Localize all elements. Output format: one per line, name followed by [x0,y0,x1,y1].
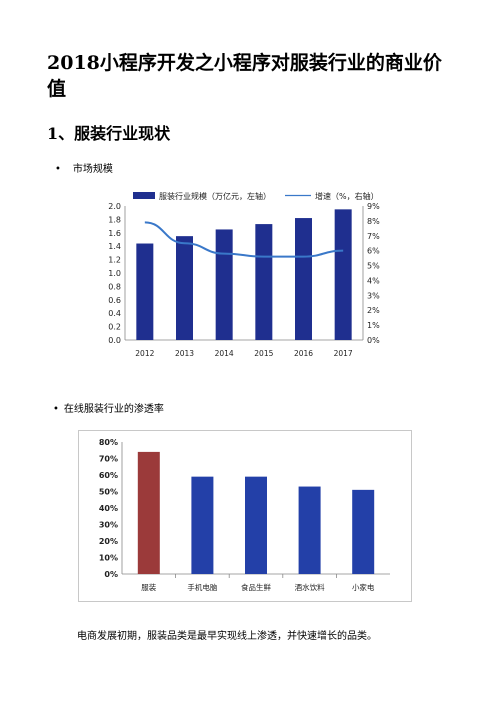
market-size-chart: 0.0 0.2 0.4 0.6 0.8 1.0 1.2 1.4 1.6 1.8 2.0 0% 1% 2% 3… [108,191,380,358]
y-left-tick-label: 0.6 [108,296,121,305]
y-right-tick-label: 5% [367,262,380,271]
x-tick-label: 手机电脑 [187,582,217,592]
x-tick-label: 2015 [254,349,273,358]
bar [137,451,160,574]
y-tick-label: 40% [99,504,118,513]
y-left-tick-label: 0.2 [108,323,121,332]
y-tick-label: 0% [104,570,118,579]
bar [215,229,233,340]
x-tick-label: 酒水饮料 [295,582,325,592]
y-tick-label: 60% [99,471,118,480]
bar [176,236,193,340]
bullet-penetration: • 在线服装行业的渗透率 [53,403,164,417]
y-right-tick-label: 6% [367,247,380,256]
y-tick-label: 70% [99,455,118,464]
x-tick-label: 2014 [215,349,234,358]
bar [352,489,375,574]
body-paragraph: 电商发展初期，服装品类是最早实现线上渗透，并快速增长的品类。 [77,631,377,642]
bullet-dot: • [53,404,59,415]
y-tick-label: 30% [99,521,118,530]
bullet-dot: • [55,164,61,175]
y-right-tick-label: 9% [367,202,380,211]
bar [245,476,267,574]
x-tick-label: 2016 [294,349,313,358]
y-left-tick-label: 0.0 [108,336,121,345]
growth-line [144,221,344,258]
y-left-tick-label: 0.4 [108,309,121,318]
y-right-tick-label: 8% [367,217,380,226]
bullet-label: 市场规模 [72,164,113,175]
y-left-tick-label: 0.8 [108,282,121,291]
y-right-tick-label: 0% [367,336,380,345]
x-tick-label: 2012 [135,349,154,358]
legend-bar-label: 服装行业规模（万亿元，左轴） [159,191,271,201]
y-tick-label: 20% [99,537,118,546]
section-heading: 1、服装行业现状 [47,124,171,143]
y-left-tick-label: 1.0 [108,269,121,278]
y-right-tick-label: 1% [367,321,380,330]
y-tick-label: 10% [99,554,118,563]
y-right-tick-label: 7% [367,232,380,241]
bullet-label: 在线服装行业的渗透率 [63,404,164,415]
legend-bar-swatch [133,192,155,199]
penetration-chart: 0% 10% 20% 30% 40% 50% 60% 70% 80% 服装 手机电脑 食品生鲜 酒水饮料… [78,430,412,602]
document-title: 2018小程序开发之小程序对服装行业的商业价值 [47,52,442,100]
bar [334,209,352,340]
bar [136,243,154,340]
y-left-tick-label: 1.6 [108,229,121,238]
x-tick-label: 2013 [175,349,194,358]
x-tick-label: 食品生鲜 [241,582,271,592]
bar [298,486,321,574]
y-left-tick-label: 1.8 [108,215,121,224]
legend-line-label: 增速（%，右轴） [315,191,379,201]
bar [255,224,273,340]
bar [295,218,312,340]
bullet-market-size: • 市场规模 [55,163,113,177]
x-tick-label: 服装 [141,582,156,592]
x-tick-label: 小家电 [352,582,375,592]
y-right-tick-label: 4% [367,276,380,285]
x-tick-label: 2017 [334,349,353,358]
y-left-tick-label: 2.0 [108,202,121,211]
y-tick-label: 80% [99,438,118,447]
y-tick-label: 50% [99,488,118,497]
y-right-tick-label: 2% [367,306,380,315]
y-left-tick-label: 1.2 [108,256,121,265]
y-right-tick-label: 3% [367,291,380,300]
y-left-tick-label: 1.4 [108,242,121,251]
bar [191,476,214,574]
